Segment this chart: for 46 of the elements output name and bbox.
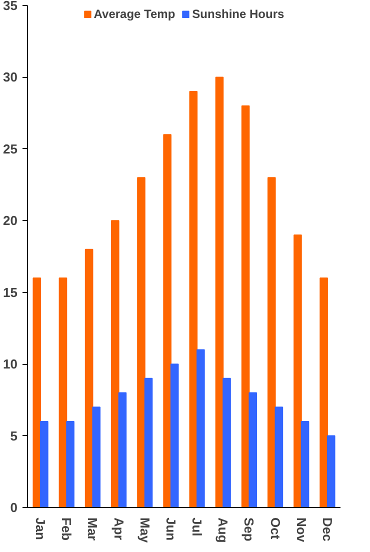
bar [267, 177, 276, 508]
bar [92, 406, 101, 508]
bar [189, 91, 198, 508]
bar [294, 234, 302, 508]
bar [58, 278, 68, 508]
bar [215, 76, 224, 508]
y-tick-label: 20 [3, 213, 18, 228]
bar [170, 364, 179, 508]
bar [110, 220, 120, 508]
bar [144, 378, 153, 508]
y-tick-label: 0 [10, 500, 18, 515]
x-tick-label: Sep [242, 518, 257, 542]
x-tick-label: Nov [294, 518, 309, 543]
bar [326, 435, 336, 508]
bar [241, 105, 250, 508]
bar [196, 349, 205, 508]
x-tick-label: Jan [33, 518, 48, 540]
x-tick-label: Jul [190, 518, 205, 536]
bar [118, 392, 127, 508]
x-tick-label: Apr [111, 518, 126, 540]
x-tick-label: Feb [59, 518, 74, 541]
bar [66, 420, 74, 508]
bar [163, 134, 172, 508]
bar [300, 420, 310, 508]
y-tick-label: 35 [3, 0, 18, 13]
bar [248, 392, 258, 508]
legend-label: Average Temp [94, 7, 176, 21]
bar [32, 278, 42, 508]
x-tick-label: Jun [163, 518, 178, 541]
bar [137, 177, 146, 508]
x-tick-label: Oct [268, 518, 283, 540]
y-tick-label: 5 [10, 428, 18, 444]
x-tick-label: May [137, 518, 152, 544]
x-tick-label: Dec [320, 518, 335, 542]
bar [84, 248, 94, 508]
bar [274, 406, 284, 508]
legend-label: Sunshine Hours [192, 7, 284, 21]
bar [222, 378, 231, 508]
y-tick-label: 25 [3, 141, 18, 156]
x-tick-label: Aug [216, 518, 231, 543]
y-tick-label: 10 [3, 356, 18, 372]
y-tick-label: 30 [3, 70, 18, 85]
bar [40, 420, 48, 508]
bar [320, 278, 328, 508]
y-tick-label: 15 [3, 284, 18, 300]
x-tick-label: Mar [85, 518, 100, 541]
